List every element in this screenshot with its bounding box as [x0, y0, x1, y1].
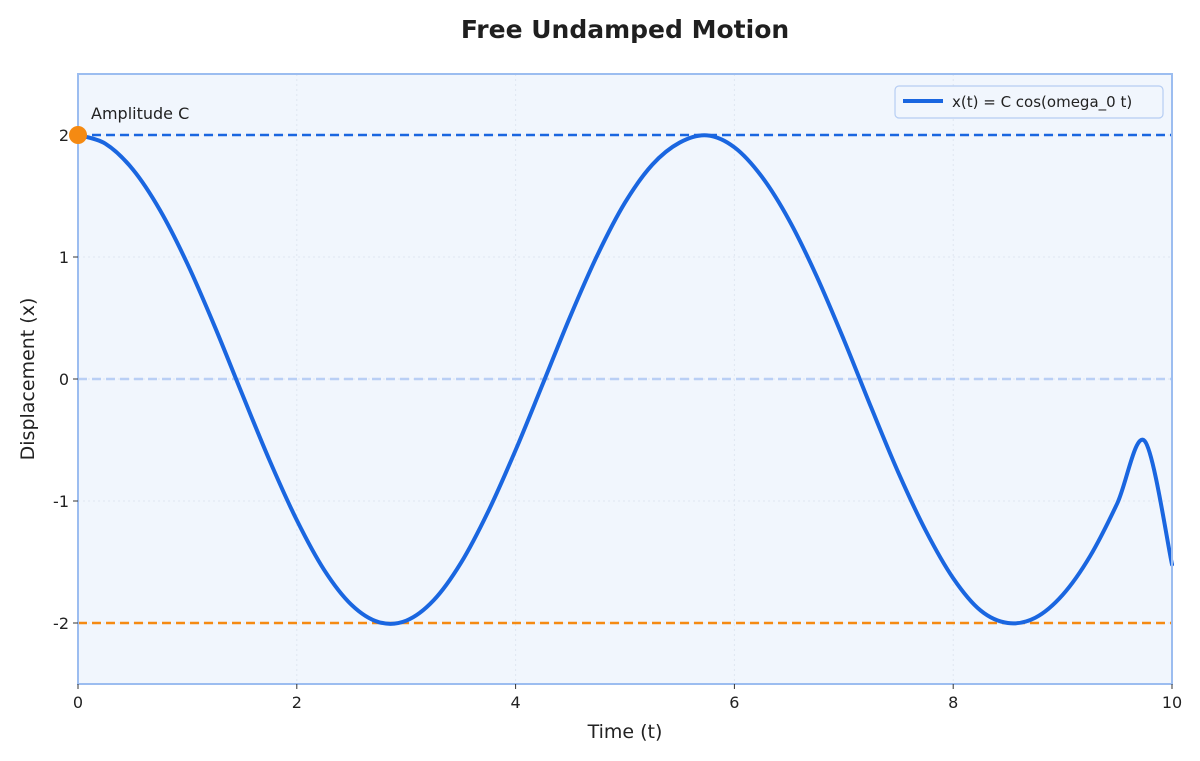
y-tick-label: 2 — [59, 126, 69, 145]
x-axis-label: Time (t) — [587, 721, 663, 743]
y-tick-label: 1 — [59, 248, 69, 267]
legend: x(t) = C cos(omega_0 t) — [894, 85, 1164, 119]
x-tick-label: 0 — [73, 693, 83, 712]
y-tick-label: 0 — [59, 370, 69, 389]
x-tick-label: 6 — [729, 693, 739, 712]
series-line — [76, 133, 1174, 626]
x-tick-label: 4 — [511, 693, 521, 712]
series-layer — [76, 133, 1174, 626]
chart-title: Free Undamped Motion — [461, 15, 789, 44]
x-tick-label: 8 — [948, 693, 958, 712]
annotations: Amplitude C — [69, 104, 189, 144]
x-axis: 0 2 4 6 8 10 — [73, 684, 1182, 712]
y-axis-label: Displacement (x) — [17, 298, 39, 461]
legend-box — [894, 85, 1164, 119]
x-tick-label: 2 — [292, 693, 302, 712]
amplitude-annotation: Amplitude C — [91, 104, 189, 123]
amplitude-marker — [69, 126, 87, 144]
y-tick-label: -2 — [53, 614, 69, 633]
legend-label: x(t) = C cos(omega_0 t) — [952, 93, 1132, 112]
x-tick-label: 10 — [1162, 693, 1182, 712]
y-axis: -2 -1 0 1 2 — [53, 126, 78, 633]
reference-lines — [78, 133, 1172, 625]
y-tick-label: -1 — [53, 492, 69, 511]
